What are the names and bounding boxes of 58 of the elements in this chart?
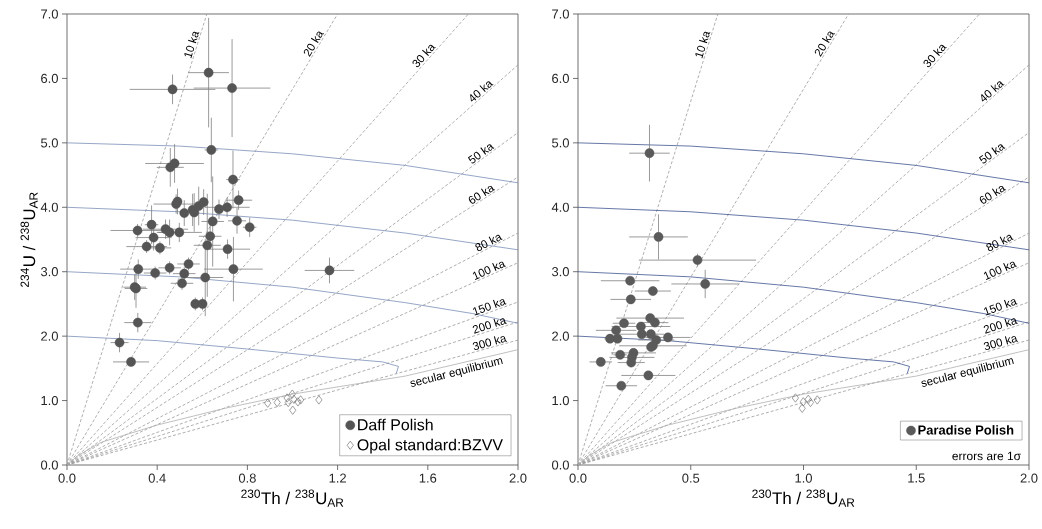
annotation: 20 ka	[303, 31, 324, 57]
x-axis-title: $^{230}$Th / $^{238}$U$_{AR}$	[752, 489, 855, 507]
legend-label: Daff Polish	[358, 418, 433, 431]
annotation: 300 ka	[472, 336, 508, 350]
y-tick-label: 2.0	[41, 331, 58, 341]
y-tick-label: 4.0	[551, 202, 569, 212]
x-tick-label: 0.0	[569, 473, 587, 483]
annotation: 150 ka	[983, 299, 1018, 316]
annotation: 100 ka	[472, 261, 506, 280]
x-tick-label: 0.4	[148, 473, 166, 483]
x-tick-label: 1.5	[908, 473, 925, 483]
annotation: 50 ka	[978, 144, 1006, 164]
annotation: 10 ka	[695, 31, 711, 59]
y-tick-label: 6.0	[552, 73, 569, 84]
legend-label: Paradise Polish	[918, 425, 1014, 435]
y-tick-label: 3.0	[40, 267, 58, 277]
x-tick-label: 0.0	[58, 473, 76, 483]
annotation: 20 ka	[814, 31, 835, 57]
y-tick-label: 3.0	[551, 267, 569, 277]
annotation: 300 ka	[983, 336, 1019, 350]
annotation: 50 ka	[467, 144, 495, 164]
y-tick-label: 0.0	[551, 460, 569, 470]
x-tick-label: 0.5	[682, 473, 700, 483]
annotation: 40 ka	[981, 81, 1005, 102]
annotation: 80 ka	[475, 234, 503, 252]
y-tick-label: 1.0	[41, 395, 58, 406]
x-tick-label: 1.6	[419, 473, 437, 483]
annotation: 150 ka	[472, 299, 507, 316]
x-tick-label: 1.0	[795, 473, 813, 483]
y-tick-label: 5.0	[552, 138, 569, 148]
x-tick-label: 1.2	[329, 473, 346, 483]
y-tick-label: 5.0	[40, 138, 58, 148]
y-tick-label: 4.0	[40, 202, 58, 212]
legend-label: Opal standard:BZVV	[357, 438, 503, 454]
x-tick-label: 0.8	[238, 473, 256, 483]
x-tick-label: 2.0	[1020, 473, 1038, 483]
annotation: 40 ka	[470, 81, 494, 102]
y-tick-label: 0.0	[40, 460, 58, 470]
y-tick-label: 7.0	[41, 9, 58, 19]
annotation: 30 ka	[923, 44, 947, 68]
annotation: secular equilibrium	[921, 358, 1014, 387]
annotation: 200 ka	[983, 318, 1018, 334]
y-tick-label: 6.0	[41, 73, 58, 84]
x-axis-title: $^{230}$Th / $^{238}$U$_{AR}$	[241, 489, 344, 507]
x-tick-label: 2.0	[509, 473, 527, 483]
annotation: 30 ka	[412, 44, 436, 68]
annotation: 60 ka	[468, 185, 495, 204]
y-axis-title: $^{234}$U / $^{238}$U$_{AR}$	[20, 192, 38, 287]
y-tick-label: 2.0	[552, 331, 569, 341]
annotation: 100 ka	[983, 261, 1017, 280]
annotation: 200 ka	[472, 318, 507, 334]
y-tick-label: 1.0	[552, 395, 569, 406]
annotation: 10 ka	[184, 31, 200, 59]
annotation: 80 ka	[986, 234, 1014, 252]
annotation: 60 ka	[979, 185, 1006, 204]
annotation: errors are 1σ	[952, 451, 1021, 461]
annotation: secular equilibrium	[410, 358, 503, 387]
y-tick-label: 7.0	[552, 9, 569, 19]
